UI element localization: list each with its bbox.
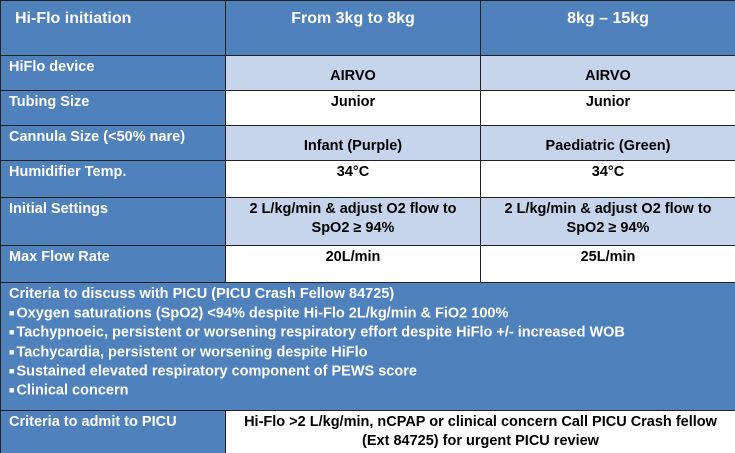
row-value: AIRVO [480,55,735,91]
row-label: HiFlo device [0,55,226,91]
table-row: Humidifier Temp. 34°C 34°C [0,160,735,198]
row-value: 2 L/kg/min & adjust O2 flow to SpO2 ≥ 94… [225,197,481,246]
header-cell: Hi-Flo initiation [0,0,226,56]
table-row: Cannula Size (<50% nare) Infant (Purple) P… [0,125,735,161]
row-label: Initial Settings [0,197,226,246]
row-label: Tubing Size [0,90,226,126]
row-value: 20L/min [225,245,481,283]
admit-row: Criteria to admit to PICU Hi-Flo >2 L/kg/… [0,410,735,453]
admit-label: Criteria to admit to PICU [0,410,226,453]
table-row: HiFlo device AIRVO AIRVO [0,55,735,91]
criteria-item: Sustained elevated respiratory component… [9,362,727,381]
criteria-title: Criteria to discuss with PICU (PICU Cras… [9,286,395,302]
table-row: Max Flow Rate 20L/min 25L/min [0,245,735,283]
row-value: Junior [225,90,481,126]
criteria-list: Oxygen saturations (SpO2) <94% despite H… [9,304,727,401]
header-cell: From 3kg to 8kg [225,0,481,56]
criteria-item: Tachypnoeic, persistent or worsening res… [9,323,727,342]
row-label: Humidifier Temp. [0,160,226,198]
row-value: 25L/min [480,245,735,283]
row-label: Max Flow Rate [0,245,226,283]
row-value: 34°C [480,160,735,198]
row-value: AIRVO [225,55,481,91]
header-row: Hi-Flo initiation From 3kg to 8kg 8kg – 15… [0,0,735,56]
admit-text: Hi-Flo >2 L/kg/min, nCPAP or clinical co… [225,410,735,453]
header-cell: 8kg – 15kg [480,0,735,56]
row-label: Cannula Size (<50% nare) [0,125,226,161]
row-value: 2 L/kg/min & adjust O2 flow to SpO2 ≥ 94… [480,197,735,246]
row-value: Infant (Purple) [225,125,481,161]
row-value: 34°C [225,160,481,198]
row-value: Paediatric (Green) [480,125,735,161]
criteria-item: Clinical concern [9,381,727,400]
table-row: Tubing Size Junior Junior [0,90,735,126]
row-value: Junior [480,90,735,126]
criteria-item: Tachycardia, persistent or worsening des… [9,343,727,362]
table-row: Initial Settings 2 L/kg/min & adjust O2 f… [0,197,735,246]
criteria-cell: Criteria to discuss with PICU (PICU Cras… [0,282,735,411]
criteria-item: Oxygen saturations (SpO2) <94% despite H… [9,304,727,323]
criteria-row: Criteria to discuss with PICU (PICU Cras… [0,282,735,411]
